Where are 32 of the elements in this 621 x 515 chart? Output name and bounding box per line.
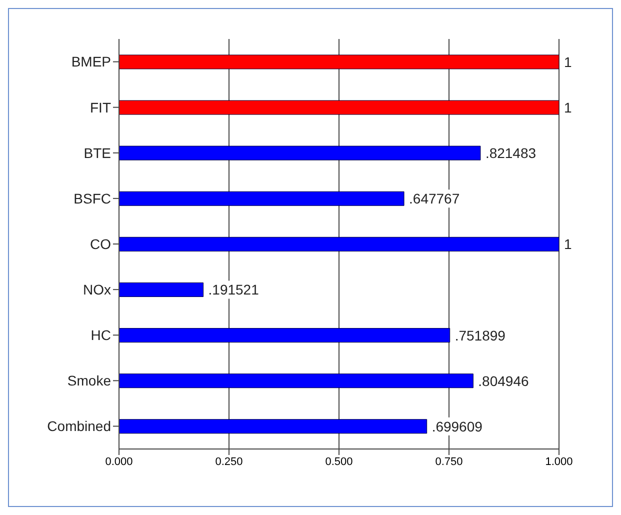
y-tick-label: BMEP	[71, 54, 111, 70]
data-label: 1	[564, 236, 572, 252]
x-tick-label: 0.000	[105, 456, 133, 468]
bar	[119, 54, 559, 70]
bar	[119, 146, 481, 160]
bar	[119, 374, 474, 388]
y-tick-label: Smoke	[67, 372, 112, 389]
data-label: .191521	[208, 282, 260, 298]
y-tick-label: CO	[90, 236, 112, 252]
data-label: 1	[564, 54, 572, 70]
data-label: .699609	[432, 418, 483, 434]
data-label: .804946	[478, 372, 529, 389]
y-tick-label: HC	[90, 327, 111, 344]
bar	[119, 236, 559, 252]
data-label: 1	[564, 100, 572, 116]
data-label: .647767	[409, 190, 460, 207]
data-label: .751899	[454, 327, 506, 344]
y-tick-label: FIT	[90, 99, 112, 116]
y-tick-label: BSFC	[74, 190, 111, 206]
y-tick-label: NOx	[83, 282, 111, 298]
data-label: .821483	[485, 145, 536, 162]
y-tick-label: Combined	[47, 418, 111, 434]
bar	[119, 191, 404, 206]
bar	[119, 100, 559, 115]
bar	[119, 419, 428, 434]
x-tick-label: 0.250	[215, 456, 243, 468]
bar	[119, 328, 450, 343]
bar	[119, 282, 204, 297]
x-tick-label: 0.750	[435, 456, 463, 468]
y-tick-label: BTE	[84, 144, 111, 161]
x-tick-label: 0.500	[325, 456, 353, 468]
x-tick-label: 1.000	[545, 456, 573, 468]
